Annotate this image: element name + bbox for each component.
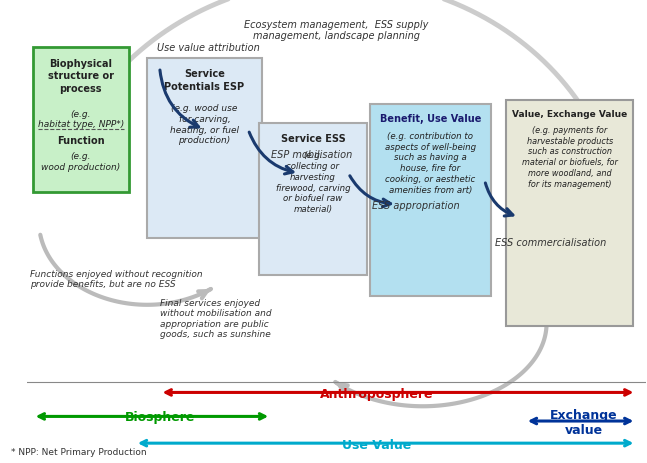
Text: * NPP: Net Primary Production: * NPP: Net Primary Production <box>12 447 147 456</box>
Text: Biosphere: Biosphere <box>124 410 195 423</box>
Text: Final services enjoyed
without mobilisation and
appropriation are public
goods, : Final services enjoyed without mobilisat… <box>160 298 271 338</box>
FancyBboxPatch shape <box>370 105 491 296</box>
Text: (e.g. contribution to
aspects of well-being
such as having a
house, fire for
coo: (e.g. contribution to aspects of well-be… <box>385 131 476 194</box>
Text: (e.g.
collecting or
harvesting
firewood, carving
or biofuel raw
material): (e.g. collecting or harvesting firewood,… <box>276 151 350 213</box>
Text: (e.g.
wood production): (e.g. wood production) <box>41 152 120 171</box>
Text: Service ESS: Service ESS <box>281 133 345 144</box>
Text: Anthroposphere: Anthroposphere <box>320 387 433 400</box>
Text: Function: Function <box>57 136 105 145</box>
Text: (e.g.
habitat type, NPP*): (e.g. habitat type, NPP*) <box>38 110 124 129</box>
FancyBboxPatch shape <box>33 47 129 193</box>
Text: Ecosystem management,  ESS supply
management, landscape planning: Ecosystem management, ESS supply managem… <box>244 20 428 41</box>
Text: ESP mobilisation: ESP mobilisation <box>271 150 353 160</box>
Text: Value, Exchange Value: Value, Exchange Value <box>512 110 628 119</box>
Text: Service
Potentials ESP: Service Potentials ESP <box>164 69 245 91</box>
Text: Use Value: Use Value <box>342 438 411 450</box>
Text: (e.g. wood use
for carving,
heating, or fuel
production): (e.g. wood use for carving, heating, or … <box>170 104 239 145</box>
Text: ESS commercialisation: ESS commercialisation <box>495 237 606 247</box>
FancyBboxPatch shape <box>259 123 367 275</box>
Text: Benefit, Use Value: Benefit, Use Value <box>380 114 481 124</box>
Text: Functions enjoyed without recognition
provide benefits, but are no ESS: Functions enjoyed without recognition pr… <box>30 269 203 288</box>
Text: Exchange
value: Exchange value <box>550 408 617 437</box>
Text: ESS appropriation: ESS appropriation <box>372 200 459 210</box>
Text: (e.g. payments for
harvestable products
such as construction
material or biofuel: (e.g. payments for harvestable products … <box>522 125 618 188</box>
FancyBboxPatch shape <box>148 59 262 238</box>
FancyBboxPatch shape <box>507 100 633 326</box>
Text: Use value attribution: Use value attribution <box>157 43 259 53</box>
Text: Biophysical
structure or
process: Biophysical structure or process <box>48 59 114 94</box>
